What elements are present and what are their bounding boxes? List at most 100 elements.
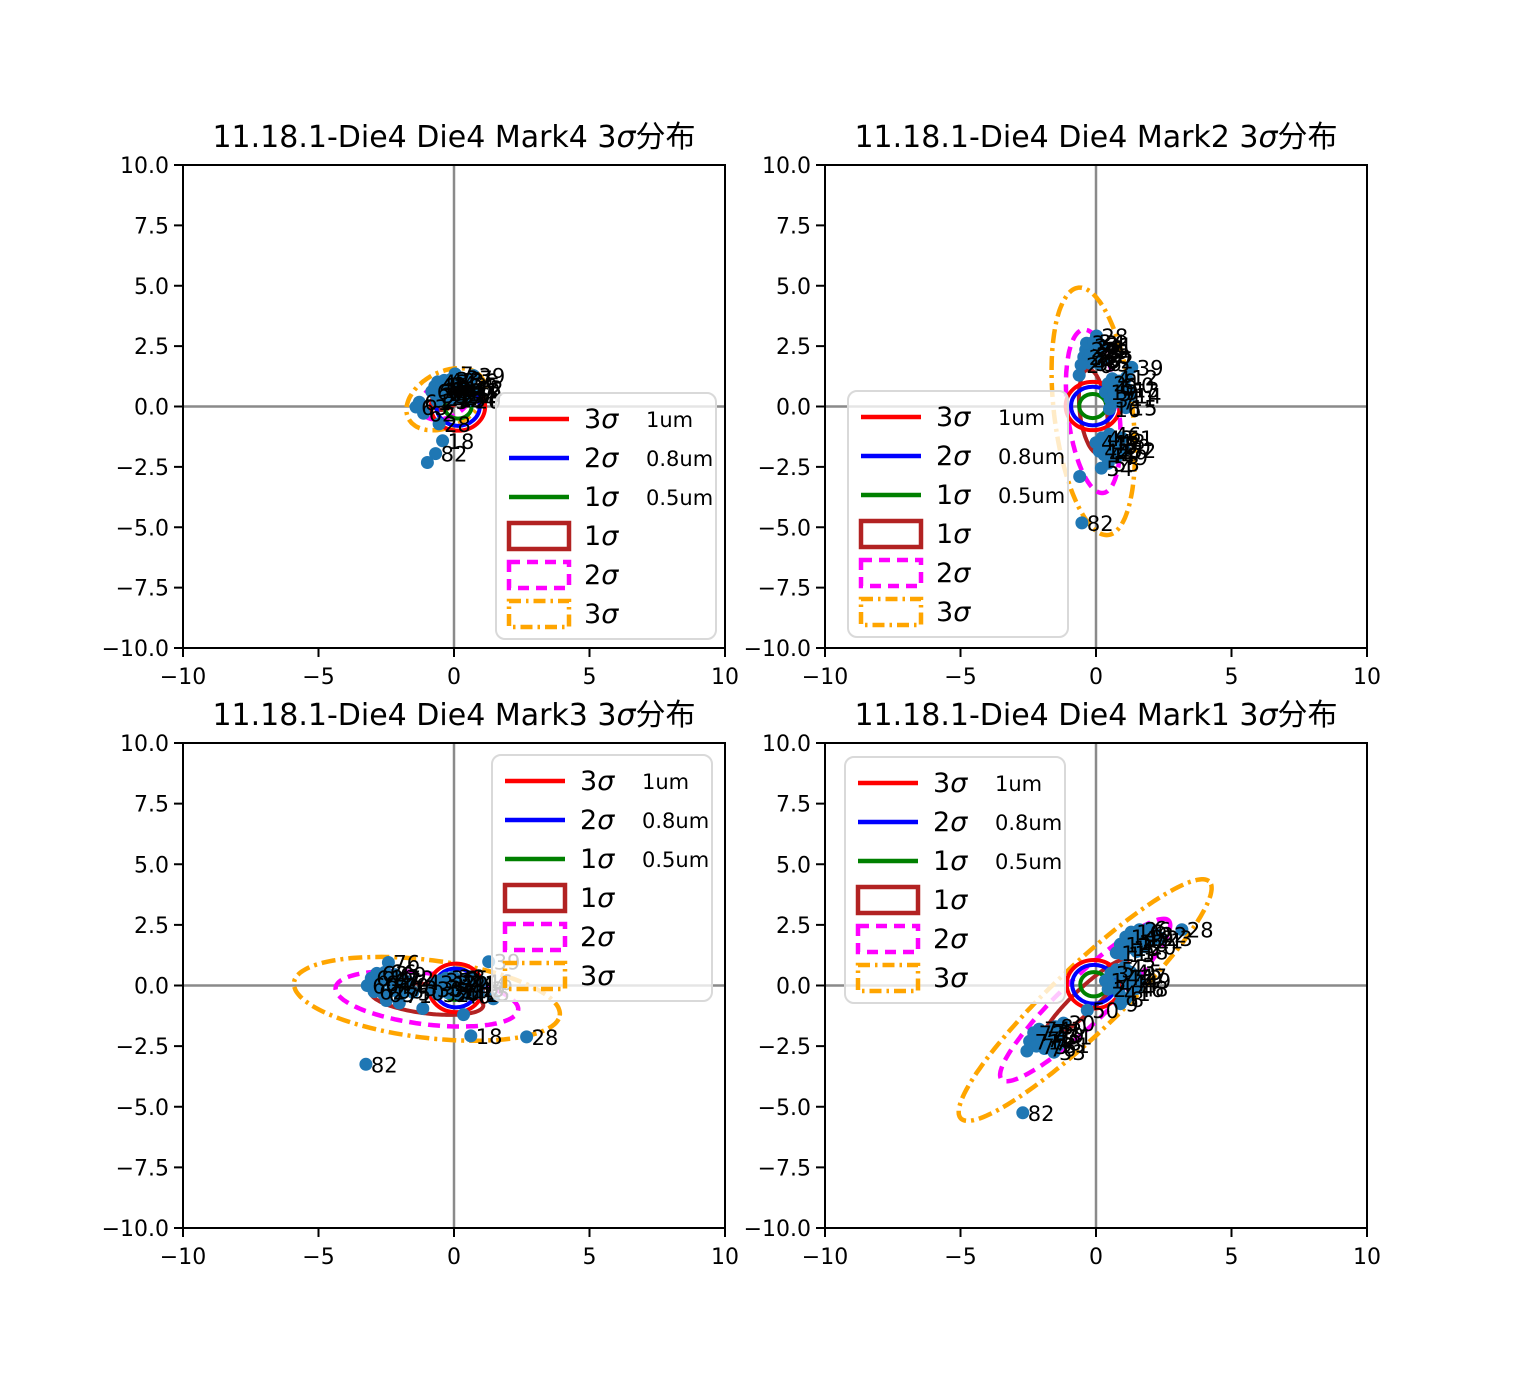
data-point bbox=[1103, 402, 1116, 416]
point-label: 4 bbox=[469, 977, 482, 1001]
point-label: 50 bbox=[1092, 999, 1119, 1023]
point-label: 46 bbox=[1115, 423, 1142, 447]
y-tick-label: 10.0 bbox=[120, 154, 169, 179]
legend-sublabel: 0.8um bbox=[995, 811, 1062, 835]
point-labels: 1112131415161718261920621222328123454142… bbox=[1028, 918, 1214, 1126]
legend-entry: 3σ 1um bbox=[509, 404, 693, 435]
legend-label: 3σ bbox=[580, 766, 615, 797]
point-label: 21 bbox=[1157, 930, 1184, 954]
legend-box bbox=[491, 754, 713, 1002]
legend-label: 2σ bbox=[933, 924, 968, 955]
legend-entry: 1σ 0.5um bbox=[861, 480, 1065, 511]
legend-label: 1σ bbox=[580, 883, 615, 914]
data-point bbox=[392, 996, 406, 1010]
legend-sublabel: 0.8um bbox=[998, 445, 1065, 469]
legend-sublabel: 0.8um bbox=[642, 809, 709, 833]
legend-label: 3σ bbox=[936, 597, 971, 628]
point-label: 2 bbox=[453, 373, 466, 397]
data-point bbox=[430, 394, 444, 408]
legend-sublabel: 0.5um bbox=[995, 850, 1062, 874]
legend-entry: 3σ bbox=[506, 598, 619, 630]
point-label: 4 bbox=[463, 373, 476, 397]
subplot-mark4: 6441334313211144262228381532379416103717… bbox=[102, 120, 739, 690]
x-tick-label: 0 bbox=[447, 665, 461, 690]
point-label: 73 bbox=[411, 977, 438, 1001]
legend-rect-swatch bbox=[858, 557, 924, 589]
point-label: 82 bbox=[1087, 512, 1114, 536]
point-label: 22 bbox=[452, 386, 479, 410]
ellipse-2sigma bbox=[333, 968, 521, 1029]
x-tick-label: −10 bbox=[802, 665, 848, 690]
point-label: 39 bbox=[479, 365, 506, 389]
point-label: 31 bbox=[1066, 1025, 1093, 1049]
legend-sublabel: 1um bbox=[995, 772, 1042, 796]
point-label: 17 bbox=[1139, 931, 1166, 955]
point-label: 78 bbox=[1055, 1032, 1082, 1056]
point-label: 49 bbox=[1144, 970, 1171, 994]
legend-entry: 1σ bbox=[855, 884, 968, 916]
legend-entry: 1σ 0.5um bbox=[509, 482, 713, 513]
point-label: 23 bbox=[1093, 348, 1120, 372]
y-tick-label: −7.5 bbox=[116, 577, 169, 602]
point-label: 69 bbox=[400, 964, 427, 988]
point-label: 76 bbox=[393, 952, 420, 976]
x-axis: −10 −5 0 5 10 bbox=[802, 648, 1381, 690]
y-tick-label: −2.5 bbox=[758, 456, 811, 481]
point-label: 76 bbox=[1050, 1038, 1077, 1062]
data-point bbox=[520, 1030, 534, 1044]
point-label: 34 bbox=[1099, 331, 1126, 355]
point-label: 3 bbox=[458, 377, 471, 401]
y-tick-label: 5.0 bbox=[776, 275, 811, 300]
data-point bbox=[1087, 335, 1101, 349]
point-label: 5 bbox=[475, 967, 488, 991]
point-label: 22 bbox=[1091, 339, 1118, 363]
point-label: 9 bbox=[1125, 993, 1138, 1017]
point-label: 41 bbox=[1124, 982, 1151, 1006]
legend-sublabel: 0.8um bbox=[646, 447, 713, 471]
y-tick-label: 7.5 bbox=[776, 793, 811, 818]
ellipse-2sigma bbox=[997, 916, 1173, 1084]
y-tick-label: −10.0 bbox=[744, 1217, 811, 1242]
point-label: 7 bbox=[460, 363, 473, 387]
data-point bbox=[379, 994, 393, 1007]
point-label: 74 bbox=[414, 971, 441, 995]
point-label: 17 bbox=[467, 382, 494, 406]
point-label: 33 bbox=[1059, 1041, 1086, 1065]
y-tick-label: 5.0 bbox=[134, 275, 169, 300]
legend-rect-swatch bbox=[858, 518, 924, 550]
legend-rect-swatch bbox=[506, 520, 572, 552]
y-tick-label: 5.0 bbox=[776, 853, 811, 878]
data-point bbox=[1020, 1044, 1034, 1058]
x-tick-label: 0 bbox=[1089, 1245, 1103, 1270]
point-label: 81 bbox=[1063, 1034, 1090, 1058]
point-label: 28 bbox=[532, 1026, 559, 1050]
point-labels: 6441334313211144262228381532379416103717… bbox=[421, 363, 505, 467]
x-tick-label: 0 bbox=[1089, 665, 1103, 690]
point-label: 1 bbox=[460, 979, 473, 1003]
data-point bbox=[1054, 1029, 1068, 1043]
y-tick-label: 7.5 bbox=[776, 214, 811, 239]
data-point bbox=[359, 1057, 373, 1071]
legend-sublabel: 0.5um bbox=[642, 848, 709, 872]
data-point bbox=[1175, 923, 1189, 937]
point-label: 80 bbox=[1060, 1016, 1087, 1040]
data-point bbox=[1057, 1016, 1070, 1030]
legend-label: 3σ bbox=[933, 963, 968, 994]
point-label: 62 bbox=[379, 981, 406, 1005]
data-point bbox=[381, 956, 395, 969]
y-tick-label: −2.5 bbox=[116, 1035, 169, 1060]
point-label: 31 bbox=[1106, 334, 1133, 358]
x-axis: −10 −5 0 5 10 bbox=[160, 1228, 739, 1270]
legend-rect-swatch bbox=[502, 960, 568, 992]
point-label: 2 bbox=[462, 971, 475, 995]
legend-sublabel: 1um bbox=[642, 770, 689, 794]
legend-rect-swatch bbox=[502, 921, 568, 953]
legend-entry: 1σ 0.5um bbox=[858, 846, 1062, 877]
point-label: 32 bbox=[443, 983, 470, 1007]
point-label: 71 bbox=[1035, 1030, 1062, 1054]
point-label: 52 bbox=[1130, 439, 1157, 463]
legend-label: 2σ bbox=[584, 443, 619, 474]
point-label: 28 bbox=[1102, 325, 1129, 349]
point-label: 24 bbox=[1094, 335, 1121, 359]
point-label: 16 bbox=[1136, 921, 1163, 945]
